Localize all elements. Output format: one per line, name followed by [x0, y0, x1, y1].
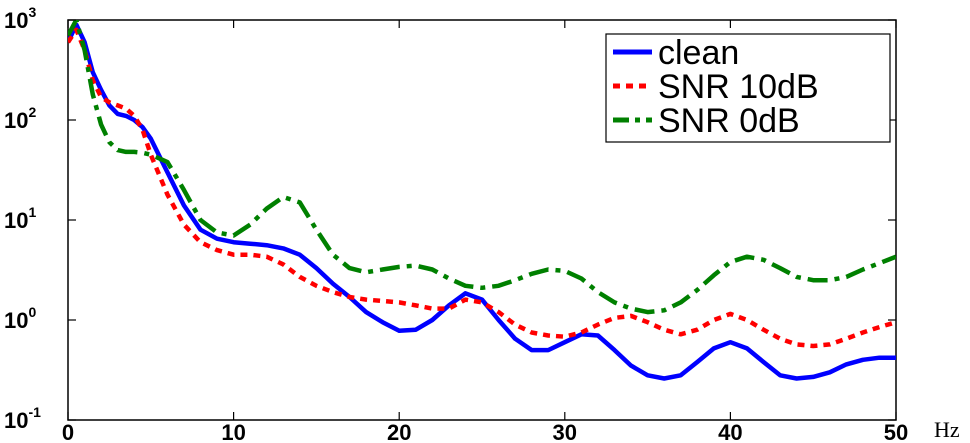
y-tick-base: 10	[4, 408, 28, 433]
x-tick-label: 30	[553, 420, 577, 443]
series-line-2	[68, 20, 896, 315]
y-tick-base: 10	[4, 8, 28, 33]
series-line-1	[68, 27, 896, 349]
legend-label-0: clean	[658, 34, 739, 72]
x-unit-label: Hz	[934, 417, 960, 442]
y-tick-exponent: 0	[28, 304, 36, 320]
x-tick-label: 20	[387, 420, 411, 443]
x-tick-label: 0	[62, 420, 74, 443]
y-tick-label: 100	[4, 304, 36, 333]
y-tick-exponent: 1	[28, 204, 36, 220]
y-tick-exponent: -1	[28, 404, 41, 420]
y-tick-exponent: 3	[28, 4, 36, 20]
y-tick-label: 10-1	[4, 404, 41, 433]
legend-label-2: SNR 0dB	[658, 102, 800, 140]
x-tick-label: 50	[884, 420, 908, 443]
y-tick-label: 102	[4, 104, 36, 133]
y-tick-label: 103	[4, 4, 36, 33]
legend-label-1: SNR 10dB	[658, 68, 819, 106]
x-tick-label: 40	[718, 420, 742, 443]
y-tick-base: 10	[4, 308, 28, 333]
series-line-0	[68, 22, 896, 381]
series-layer	[68, 20, 896, 381]
legend-box	[605, 33, 891, 143]
y-tick-base: 10	[4, 208, 28, 233]
x-tick-label: 10	[221, 420, 245, 443]
y-tick-exponent: 2	[28, 104, 36, 120]
y-tick-label: 101	[4, 204, 36, 233]
y-tick-base: 10	[4, 108, 28, 133]
